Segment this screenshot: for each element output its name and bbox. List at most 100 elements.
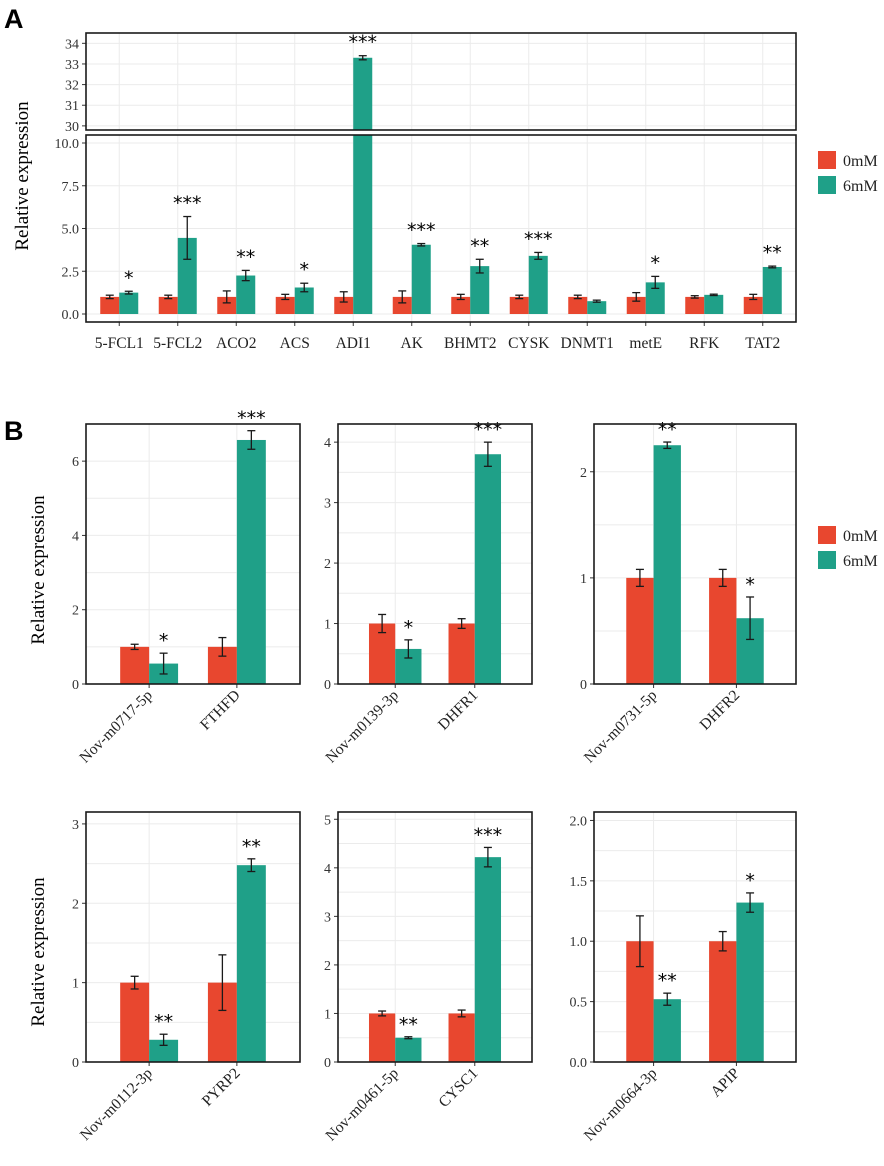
legend-swatch-0mM — [818, 526, 836, 544]
y-tick-label: 32 — [65, 79, 79, 94]
bar-0mM-Nov-m0731-5p — [626, 577, 654, 684]
y-tick-label: 0 — [580, 678, 587, 693]
bar-0mM-TAT2 — [743, 296, 763, 314]
legend-swatch-0mM — [818, 151, 836, 169]
y-tick-label: 1 — [72, 977, 79, 992]
y-tick-label: 3 — [324, 910, 331, 925]
x-tick-label: ADI1 — [336, 335, 371, 352]
x-tick-label: Nov-m0731-5p — [581, 687, 661, 767]
y-tick-label: 0 — [324, 1056, 331, 1071]
x-tick-label: BHMT2 — [444, 335, 497, 352]
y-tick-label: 6 — [72, 455, 79, 470]
y-tick-label: 10.0 — [55, 137, 80, 152]
x-tick-label: PYRP2 — [199, 1065, 244, 1110]
plot-frame — [337, 811, 533, 1063]
bar-6mM-AK — [411, 244, 431, 314]
bar-0mM-DHFR2 — [709, 577, 737, 684]
bar-0mM-5-FCL2 — [158, 296, 178, 314]
bar-6mM-ACS — [294, 287, 314, 314]
bar-6mM-PYRP2 — [236, 865, 266, 1062]
bar-0mM-Nov-m0139-3p — [368, 623, 396, 684]
plot-frame — [593, 423, 797, 685]
bar-0mM-DHFR1 — [448, 623, 475, 684]
x-tick-label: AK — [401, 335, 424, 352]
x-tick-label: Nov-m0717-5p — [76, 687, 156, 767]
bar-0mM-Nov-m0461-5p — [368, 1013, 396, 1062]
x-tick-label: metE — [629, 335, 662, 352]
bar-6mM-DNMT1 — [587, 301, 607, 314]
significance-label: *** — [349, 32, 378, 54]
legend-b: 0mM 6mM — [818, 526, 878, 570]
bar-0mM-AK — [392, 296, 412, 314]
y-tick-label: 2 — [72, 897, 79, 912]
significance-label: * — [124, 267, 134, 289]
bar-6mM-DHFR1 — [474, 454, 502, 684]
bar-0mM-CYSK — [509, 296, 529, 314]
y-tick-label: 3 — [324, 497, 331, 512]
legend-swatch-6mM — [818, 176, 836, 194]
x-tick-label: ACS — [280, 335, 310, 352]
bar-0mM-BHMT2 — [451, 296, 471, 314]
bar-6mM-Nov-m0664-3p — [653, 999, 681, 1062]
significance-label: * — [651, 252, 661, 274]
bar-6mM-Nov-m0112-3p — [149, 1039, 179, 1062]
bar-6mM-RFK — [704, 294, 724, 314]
chart-b4: 0 1 2 3 ** Nov-m0112-3p ** PYRP2 — [72, 811, 301, 1144]
bar-6mM-Nov-m0461-5p — [395, 1037, 422, 1062]
bar-6mM-BHMT2 — [470, 266, 490, 314]
y-tick-label: 34 — [65, 37, 79, 52]
y-tick-label: 0 — [324, 678, 331, 693]
significance-label: * — [404, 617, 414, 639]
bar-6mM-APIP — [736, 902, 764, 1062]
panel-b-letter: B — [4, 416, 24, 446]
panel-a-ylabel: Relative expression — [12, 101, 33, 251]
significance-label: * — [745, 870, 755, 892]
y-tick-label: 2.0 — [570, 814, 588, 829]
significance-label: ** — [154, 1011, 173, 1033]
bar-0mM-Nov-m0112-3p — [120, 982, 150, 1062]
legend-a: 0mM 6mM — [818, 151, 878, 195]
y-tick-label: 2 — [580, 466, 587, 481]
y-tick-label: 1 — [324, 1007, 331, 1022]
y-tick-label: 0 — [72, 1056, 79, 1071]
x-tick-label: ACO2 — [216, 335, 256, 352]
significance-label: ** — [399, 1014, 418, 1036]
y-tick-label: 5 — [324, 813, 331, 828]
legend-label-6mM: 6mM — [843, 553, 878, 570]
bar-0mM-DNMT1 — [568, 296, 588, 314]
chart-b2: 0 1 2 3 4 * Nov-m0139-3p *** DHFR1 — [322, 419, 533, 766]
significance-label: * — [745, 574, 755, 596]
panel-b-top-ylabel: Relative expression — [28, 495, 49, 645]
y-tick-label: 1 — [580, 572, 587, 587]
bar-6mM-CYSC1 — [474, 857, 502, 1062]
significance-label: *** — [173, 193, 202, 215]
bar-6mM-ADI1 — [353, 135, 373, 314]
significance-label: ** — [658, 419, 677, 441]
y-tick-label: 2 — [72, 604, 79, 619]
y-tick-label: 5.0 — [62, 223, 80, 238]
y-tick-label: 0 — [72, 678, 79, 693]
significance-label: ** — [236, 246, 255, 268]
bar-0mM-ADI1 — [334, 296, 354, 314]
bar-6mM-ACO2 — [236, 275, 256, 314]
plot-frame — [85, 811, 301, 1063]
x-tick-label: CYSK — [508, 335, 550, 352]
x-tick-label: Nov-m0112-3p — [77, 1065, 156, 1144]
legend-swatch-6mM — [818, 551, 836, 569]
x-tick-label: DHFR1 — [435, 687, 482, 734]
significance-label: ** — [658, 970, 677, 992]
y-tick-label: 1 — [324, 618, 331, 633]
y-tick-label: 1.0 — [570, 935, 588, 950]
plot-frame — [337, 423, 533, 685]
bar-0mM-ACS — [275, 296, 295, 314]
x-tick-label: Nov-m0461-5p — [322, 1065, 402, 1145]
panel-b-bottom-ylabel: Relative expression — [28, 877, 49, 1027]
legend-label-6mM: 6mM — [843, 178, 878, 195]
y-tick-label: 30 — [65, 120, 79, 135]
bar-0mM-metE — [626, 296, 646, 314]
y-tick-label: 2.5 — [62, 265, 80, 280]
y-tick-label: 2 — [324, 557, 331, 572]
x-tick-label: Nov-m0664-3p — [581, 1065, 661, 1145]
chart-b1: 0 2 4 6 * Nov-m0717-5p *** FTHFD — [72, 408, 301, 767]
